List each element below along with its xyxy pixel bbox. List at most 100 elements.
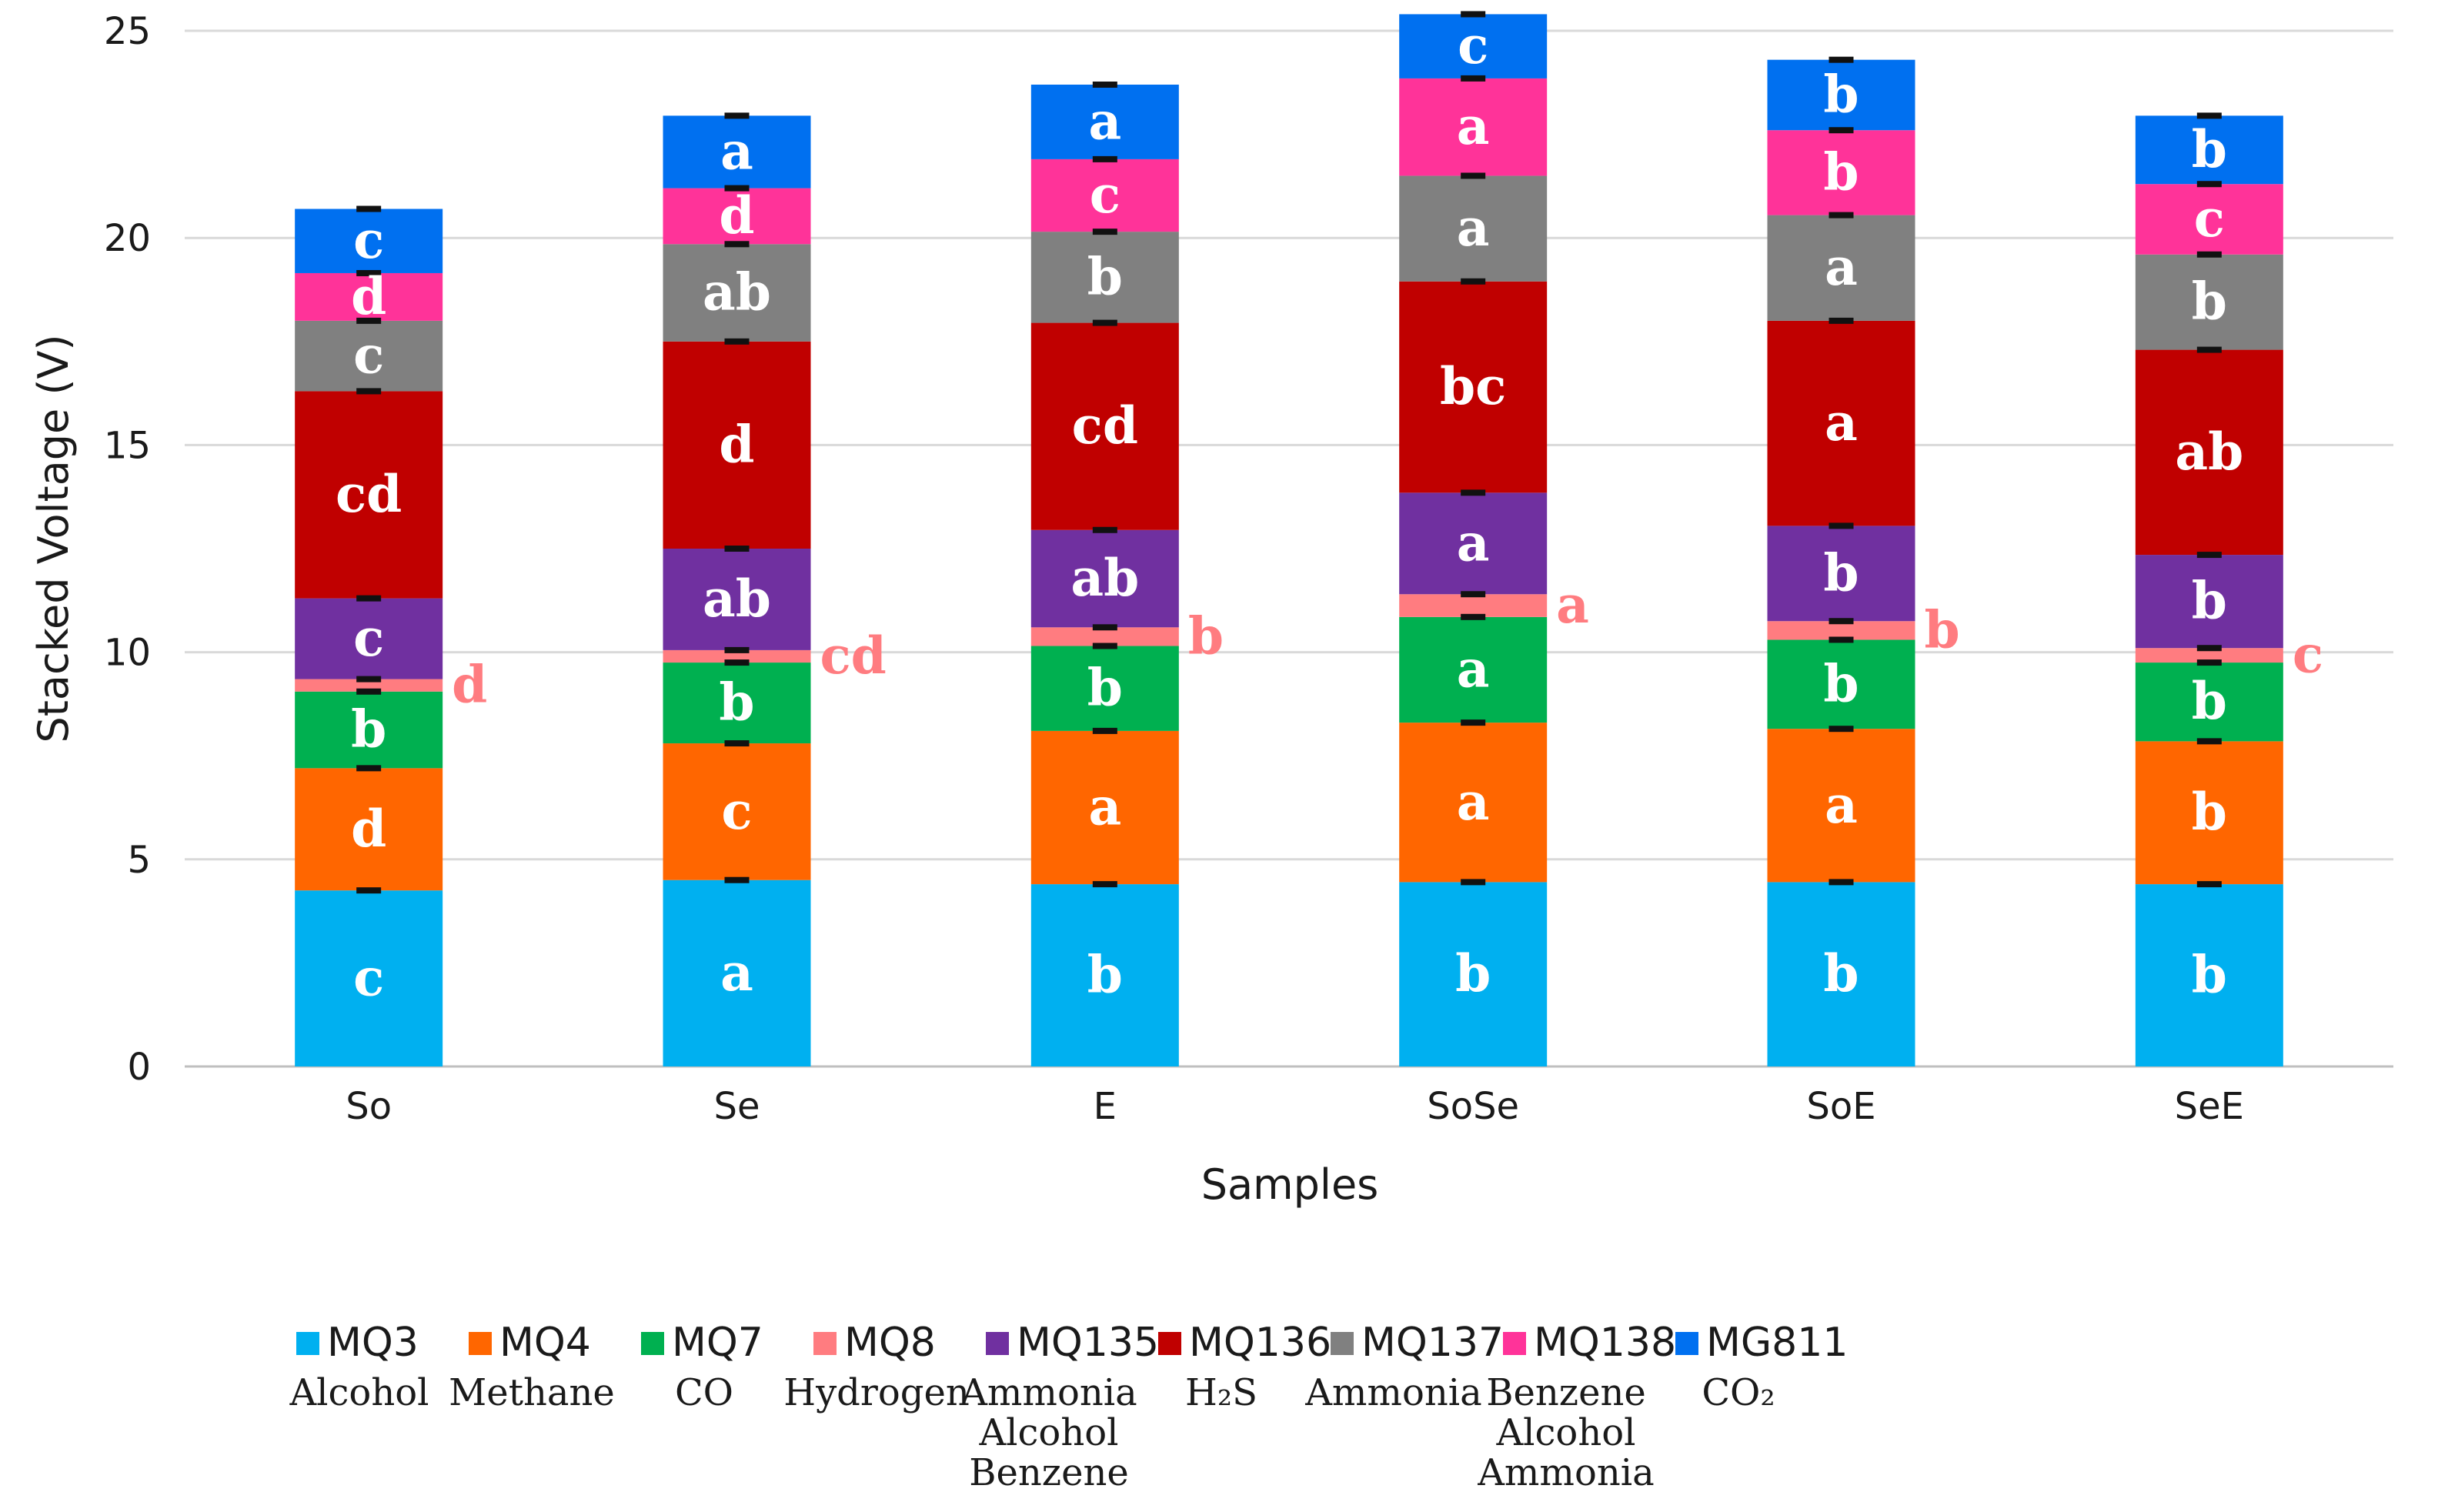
- significance-letter: c: [353, 608, 384, 668]
- significance-letter: b: [1925, 599, 1960, 659]
- bar-segment: [663, 244, 811, 342]
- significance-letter: b: [1087, 945, 1123, 1005]
- error-bar: [1461, 489, 1486, 496]
- bar-segment: [1767, 215, 1915, 321]
- legend-description: Benzene: [969, 1451, 1129, 1494]
- error-bar: [1828, 618, 1854, 625]
- significance-letter: b: [2192, 571, 2227, 631]
- legend-description: Alcohol: [1496, 1411, 1636, 1454]
- significance-letter: c: [353, 948, 384, 1008]
- significance-letter: c: [1458, 15, 1488, 75]
- bar-segment: [663, 549, 811, 650]
- bar-segment: [1767, 526, 1915, 622]
- bar-segment: [1399, 594, 1548, 617]
- error-bar: [1828, 317, 1854, 324]
- error-bar: [724, 241, 750, 248]
- bar-segment: [1399, 492, 1548, 595]
- significance-letter: cd: [336, 464, 402, 524]
- bar-segment: [2135, 349, 2283, 556]
- legend-label: MQ135: [1017, 1320, 1159, 1366]
- legend-swatch: [469, 1332, 492, 1355]
- error-bar: [1828, 636, 1854, 643]
- significance-letter: b: [2192, 945, 2227, 1005]
- significance-letter: b: [1087, 246, 1123, 306]
- significance-letter: d: [351, 799, 386, 859]
- legend-description: Benzene: [1486, 1371, 1646, 1414]
- significance-letter: bc: [1440, 356, 1506, 416]
- legend-label: MG811: [1706, 1320, 1848, 1366]
- legend-description: Methane: [449, 1371, 615, 1414]
- error-bar: [1092, 81, 1117, 88]
- significance-letter: a: [1088, 91, 1121, 151]
- bar-segment: [1767, 882, 1915, 1066]
- error-bar: [1092, 526, 1117, 533]
- error-bar: [2196, 346, 2222, 353]
- error-bar: [1092, 155, 1117, 162]
- bar-segment: [295, 890, 443, 1066]
- bar-segment: [1767, 621, 1915, 640]
- bar-segment: [1030, 159, 1179, 232]
- significance-letter: b: [1455, 943, 1491, 1003]
- error-bar: [1461, 278, 1486, 285]
- gridlines: [185, 29, 2393, 1068]
- significance-letter: a: [720, 943, 753, 1003]
- bar-segment: [1767, 729, 1915, 883]
- bar-segment: [295, 209, 443, 273]
- legend-description: Ammonia: [960, 1371, 1137, 1414]
- x-tick-label: SoE: [1806, 1085, 1875, 1128]
- error-bar: [1092, 319, 1117, 326]
- bar-segment: [1030, 646, 1179, 731]
- legend-swatch: [296, 1332, 319, 1355]
- bar-segment: [663, 115, 811, 189]
- legend-description: Ammonia: [1477, 1451, 1654, 1494]
- bar-segment: [663, 188, 811, 245]
- significance-letter: b: [2192, 782, 2227, 842]
- bar-segment: [663, 743, 811, 880]
- error-bar: [2196, 659, 2222, 666]
- error-bar: [724, 112, 750, 119]
- significance-letter: b: [1823, 943, 1859, 1003]
- x-tick-label: SeE: [2175, 1085, 2244, 1128]
- error-bars: [356, 11, 2222, 894]
- bar-segment: [295, 391, 443, 599]
- significance-letter: b: [2192, 671, 2227, 731]
- legend-swatch: [641, 1332, 664, 1355]
- legend-swatch: [1503, 1332, 1526, 1355]
- legend-swatch: [1158, 1332, 1181, 1355]
- legend-swatch: [1675, 1332, 1698, 1355]
- legend-label: MQ4: [499, 1320, 591, 1366]
- bar-segment: [2135, 254, 2283, 350]
- error-bar: [1828, 522, 1854, 529]
- x-tick-label: So: [346, 1085, 392, 1128]
- legend-description: Ammonia: [1304, 1371, 1481, 1414]
- significance-letter: b: [1087, 658, 1123, 718]
- significance-letter: a: [1825, 775, 1858, 835]
- error-bar: [1828, 726, 1854, 733]
- bar-segment: [1767, 130, 1915, 215]
- bar-segment: [1030, 322, 1179, 530]
- bar-segment: [295, 679, 443, 692]
- significance-letter: b: [2192, 119, 2227, 179]
- significance-letter: d: [452, 655, 487, 715]
- y-tick-label: 10: [104, 632, 151, 675]
- significance-letter: a: [1825, 237, 1858, 297]
- error-bar: [1461, 172, 1486, 179]
- significance-letter: a: [1556, 575, 1589, 635]
- significance-letter: a: [1457, 512, 1490, 572]
- y-tick-label: 20: [104, 217, 151, 260]
- bar-segment: [1030, 627, 1179, 646]
- bar-segment: [663, 649, 811, 663]
- legend-label: MQ3: [327, 1320, 419, 1366]
- bar-segment: [1030, 232, 1179, 323]
- bar-segment: [295, 598, 443, 679]
- bar-segment: [663, 879, 811, 1066]
- significance-letter: a: [1825, 392, 1858, 452]
- y-tick-label: 0: [127, 1046, 151, 1089]
- error-bar: [724, 185, 750, 192]
- significance-letter: d: [719, 414, 754, 474]
- legend-label: MQ8: [844, 1320, 936, 1366]
- error-bar: [1461, 591, 1486, 598]
- bar-segment: [2135, 663, 2283, 742]
- legend-description: CO₂: [1702, 1371, 1775, 1414]
